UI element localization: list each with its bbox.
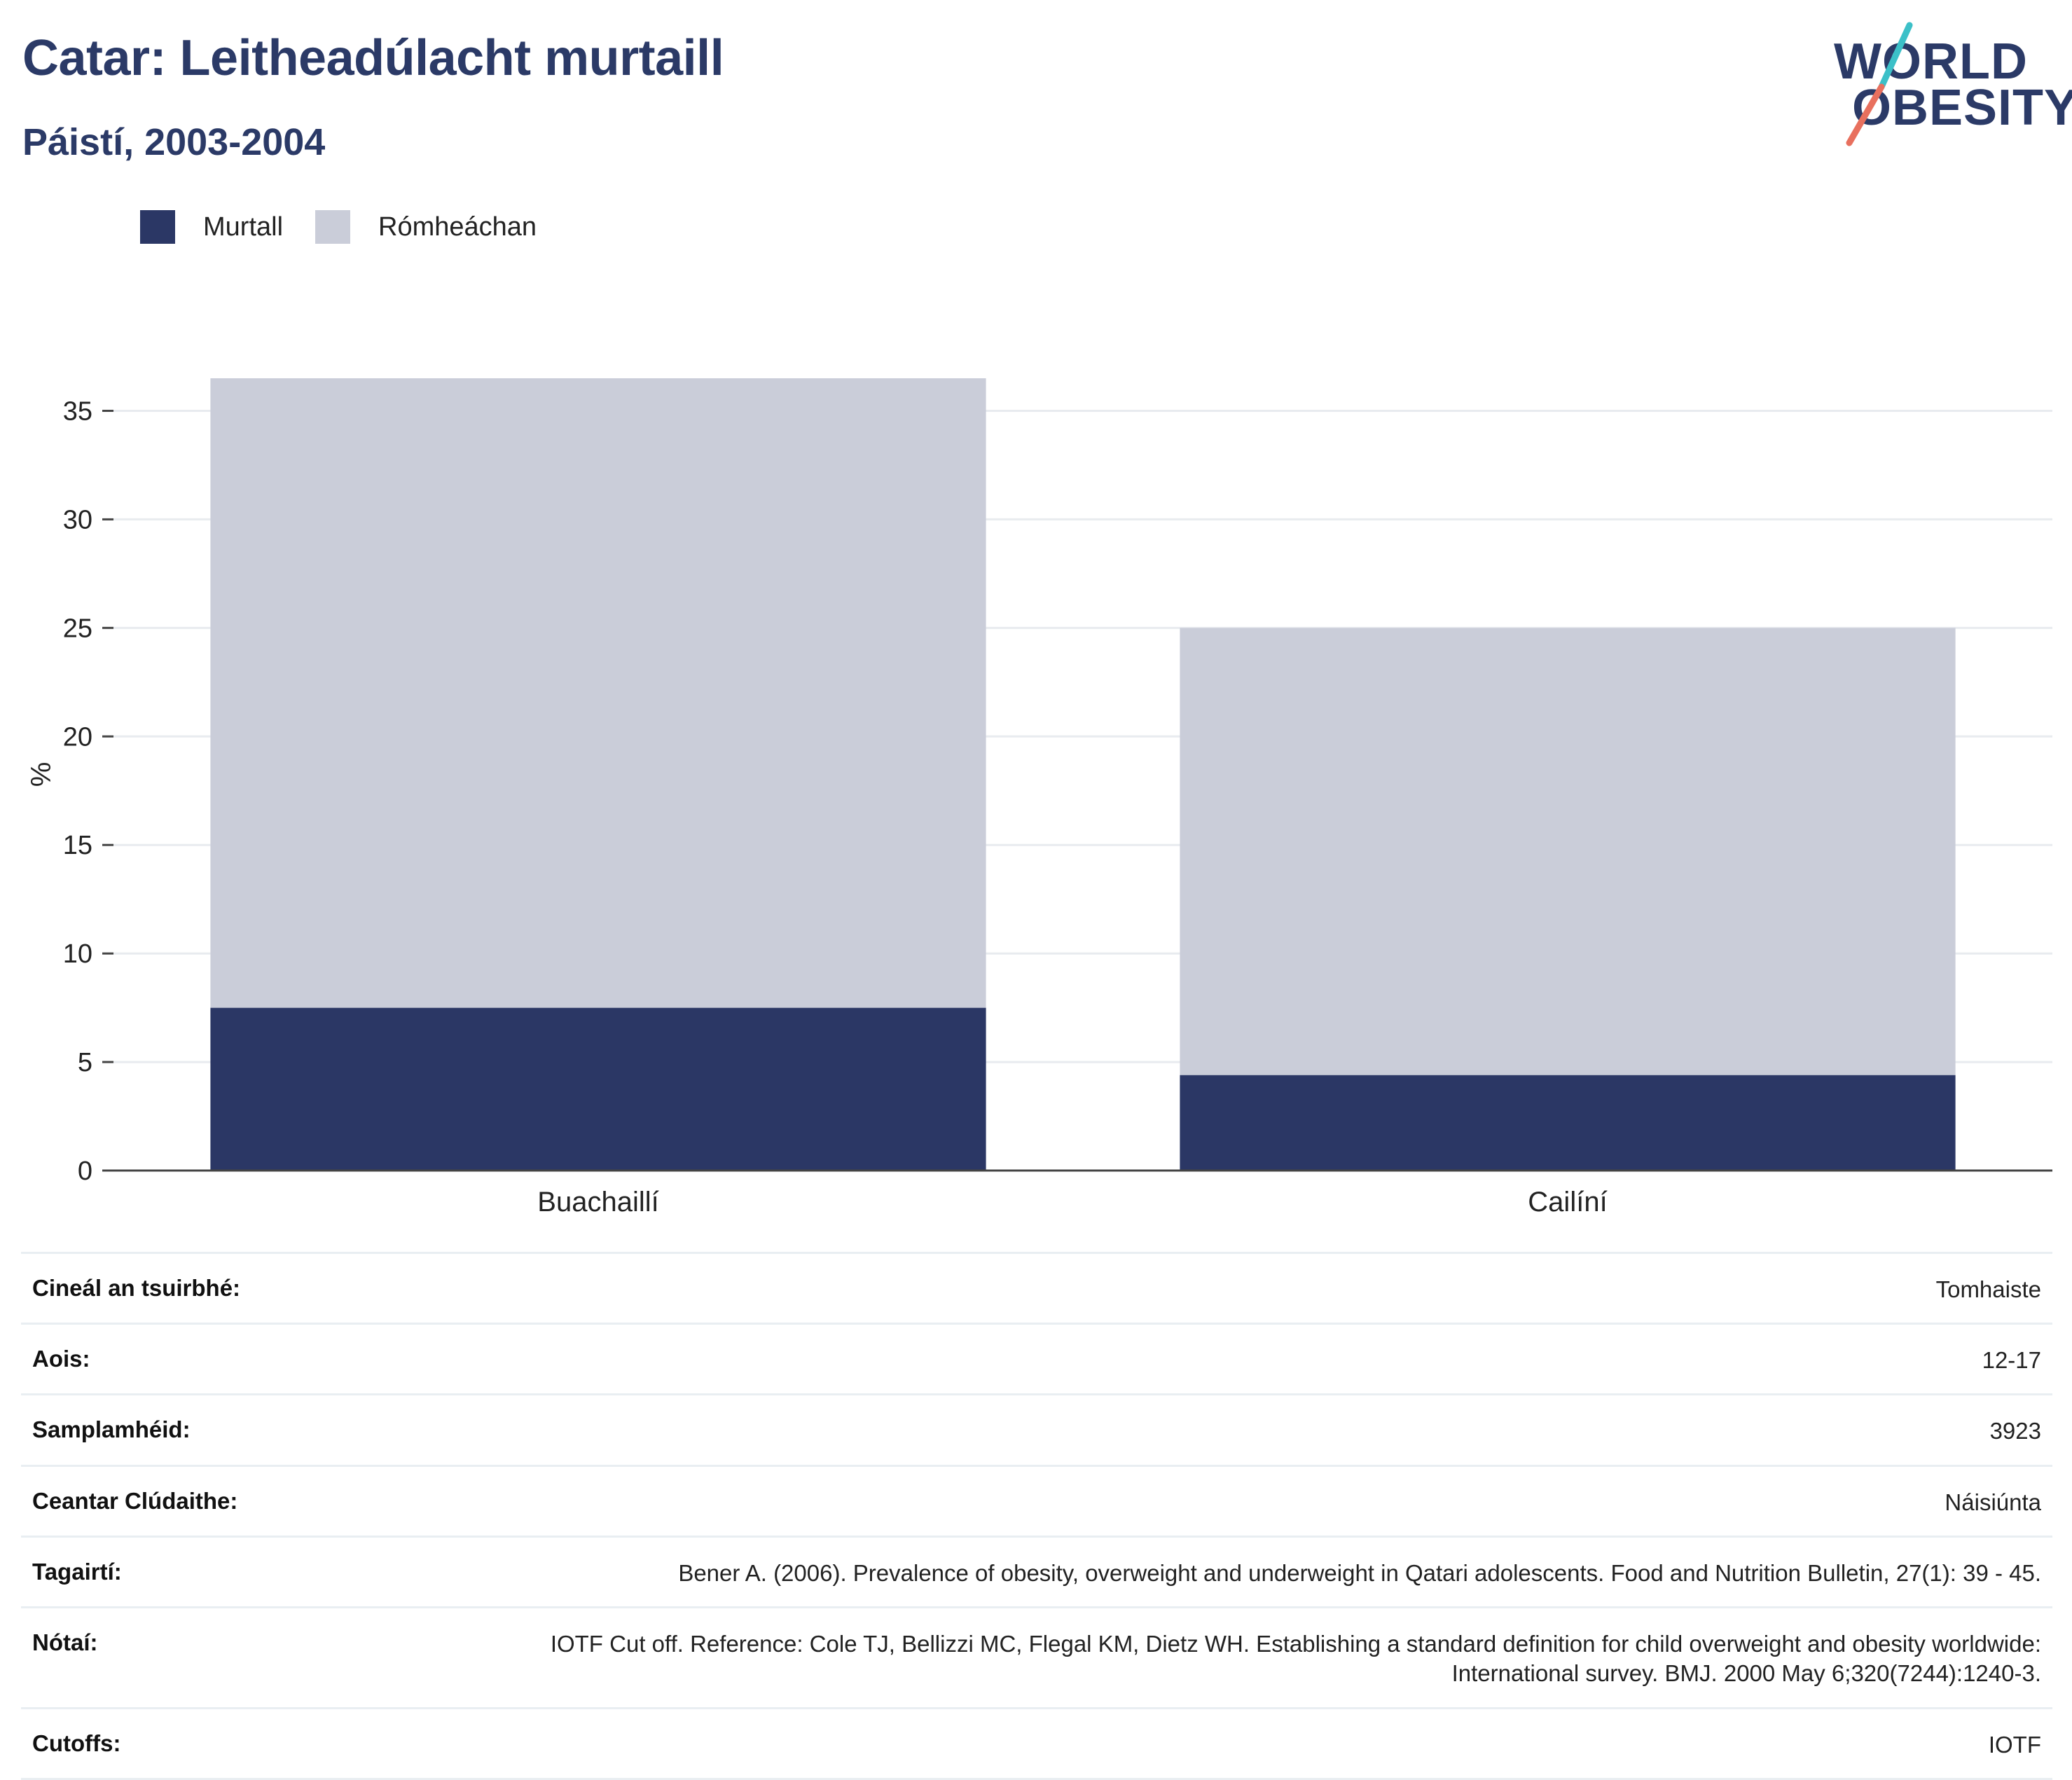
logo-slash-icon bbox=[1846, 22, 1913, 146]
y-tick-label: 35 bbox=[63, 396, 92, 426]
bar-obese bbox=[1180, 1075, 1956, 1171]
y-tick-label: 10 bbox=[63, 939, 92, 969]
info-value: Tomhaiste bbox=[1935, 1276, 2041, 1302]
y-tick-label: 20 bbox=[63, 722, 92, 752]
legend-label-overweight: Rómheáchan bbox=[378, 212, 537, 242]
info-label: Cutoffs: bbox=[32, 1730, 121, 1756]
info-label: Ceantar Clúdaithe: bbox=[32, 1487, 238, 1514]
page-subtitle: Páistí, 2003-2004 bbox=[22, 121, 326, 163]
bar-obese bbox=[210, 1007, 986, 1171]
info-value: 12-17 bbox=[1982, 1347, 2041, 1374]
stacked-bar-chart: 0 5 10 15 20 25 30 35 Buachaillí Cailíní% bbox=[26, 378, 2052, 1217]
x-category-label: Buachaillí bbox=[537, 1187, 658, 1217]
legend-swatch-obese bbox=[140, 210, 175, 244]
y-tick-label: 5 bbox=[78, 1048, 92, 1077]
info-row-notes: Nótaí: IOTF Cut off. Reference: Cole TJ,… bbox=[21, 1606, 2052, 1706]
info-row-age: Aois: 12-17 bbox=[21, 1323, 2052, 1393]
chart-legend: Murtall Rómheáchan bbox=[140, 207, 569, 247]
info-row-sample-size: Samplamhéid: 3923 bbox=[21, 1393, 2052, 1464]
info-label: Tagairtí: bbox=[32, 1558, 122, 1585]
info-value: Náisiúnta bbox=[1945, 1489, 2041, 1515]
survey-info-table: Cineál an tsuirbhé: Tomhaiste Aois: 12-1… bbox=[21, 1252, 2052, 1780]
info-row-survey-type: Cineál an tsuirbhé: Tomhaiste bbox=[21, 1252, 2052, 1323]
info-row-references: Tagairtí: Bener A. (2006). Prevalence of… bbox=[21, 1535, 2052, 1606]
y-axis-title: % bbox=[26, 762, 57, 787]
y-tick-label: 0 bbox=[78, 1157, 92, 1186]
world-obesity-logo: WORLD OBESITY bbox=[1827, 20, 2072, 153]
info-value: IOTF bbox=[1988, 1731, 2041, 1758]
info-label: Cineál an tsuirbhé: bbox=[32, 1275, 241, 1301]
bar-overweight bbox=[210, 378, 986, 1008]
logo-word-obesity: OBESITY bbox=[1852, 80, 2072, 136]
y-tick-label: 15 bbox=[63, 831, 92, 860]
info-label: Nótaí: bbox=[32, 1629, 98, 1656]
legend-label-obese: Murtall bbox=[203, 212, 284, 242]
y-tick-label: 25 bbox=[63, 614, 92, 643]
info-label: Aois: bbox=[32, 1346, 90, 1372]
info-value: Bener A. (2006). Prevalence of obesity, … bbox=[678, 1559, 2041, 1586]
x-category-label: Cailíní bbox=[1528, 1187, 1607, 1217]
y-tick-label: 30 bbox=[63, 505, 92, 534]
legend-item-overweight: Rómheáchan bbox=[315, 210, 537, 244]
legend-item-obese: Murtall bbox=[140, 210, 283, 244]
info-label: Samplamhéid: bbox=[32, 1416, 191, 1443]
bar-overweight bbox=[1180, 628, 1956, 1075]
legend-swatch-overweight bbox=[315, 210, 351, 244]
info-value: 3923 bbox=[1989, 1418, 2041, 1444]
info-row-cutoffs: Cutoffs: IOTF bbox=[21, 1706, 2052, 1780]
page-title: Catar: Leitheadúlacht murtaill bbox=[22, 30, 724, 86]
info-row-area-covered: Ceantar Clúdaithe: Náisiúnta bbox=[21, 1464, 2052, 1536]
logo-word-world: WORLD bbox=[1834, 34, 2028, 90]
info-value: IOTF Cut off. Reference: Cole TJ, Belliz… bbox=[550, 1631, 2041, 1687]
